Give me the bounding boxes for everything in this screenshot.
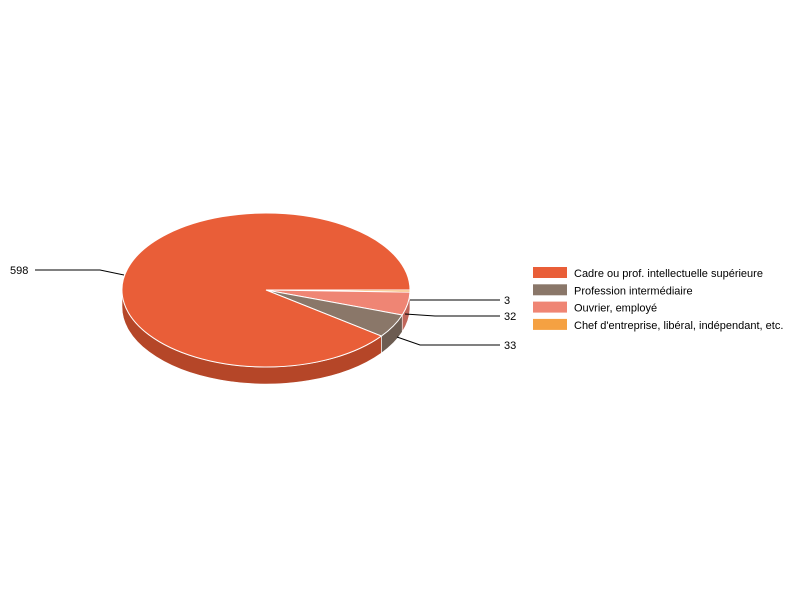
legend-label-2: Ouvrier, employé: [574, 303, 657, 315]
legend-label-3: Chef d'entreprise, libéral, indépendant,…: [574, 320, 783, 332]
data-label-0: 598: [10, 265, 28, 277]
leader-line-2: [404, 313, 500, 317]
legend-swatch-3: [533, 318, 567, 330]
legend-swatch-2: [533, 301, 567, 313]
legend-label-0: Cadre ou prof. intellectuelle supérieure: [574, 268, 763, 280]
data-label-3: 3: [504, 295, 510, 307]
leader-line-1: [396, 336, 500, 346]
legend-label-1: Profession intermédiaire: [574, 285, 693, 297]
legend-swatch-1: [533, 284, 567, 296]
pie-slice-0[interactable]: [121, 212, 411, 368]
leader-line-0: [35, 269, 125, 276]
legend-swatch-0: [533, 267, 567, 278]
data-label-2: 32: [504, 311, 516, 323]
data-label-1: 33: [504, 340, 516, 352]
